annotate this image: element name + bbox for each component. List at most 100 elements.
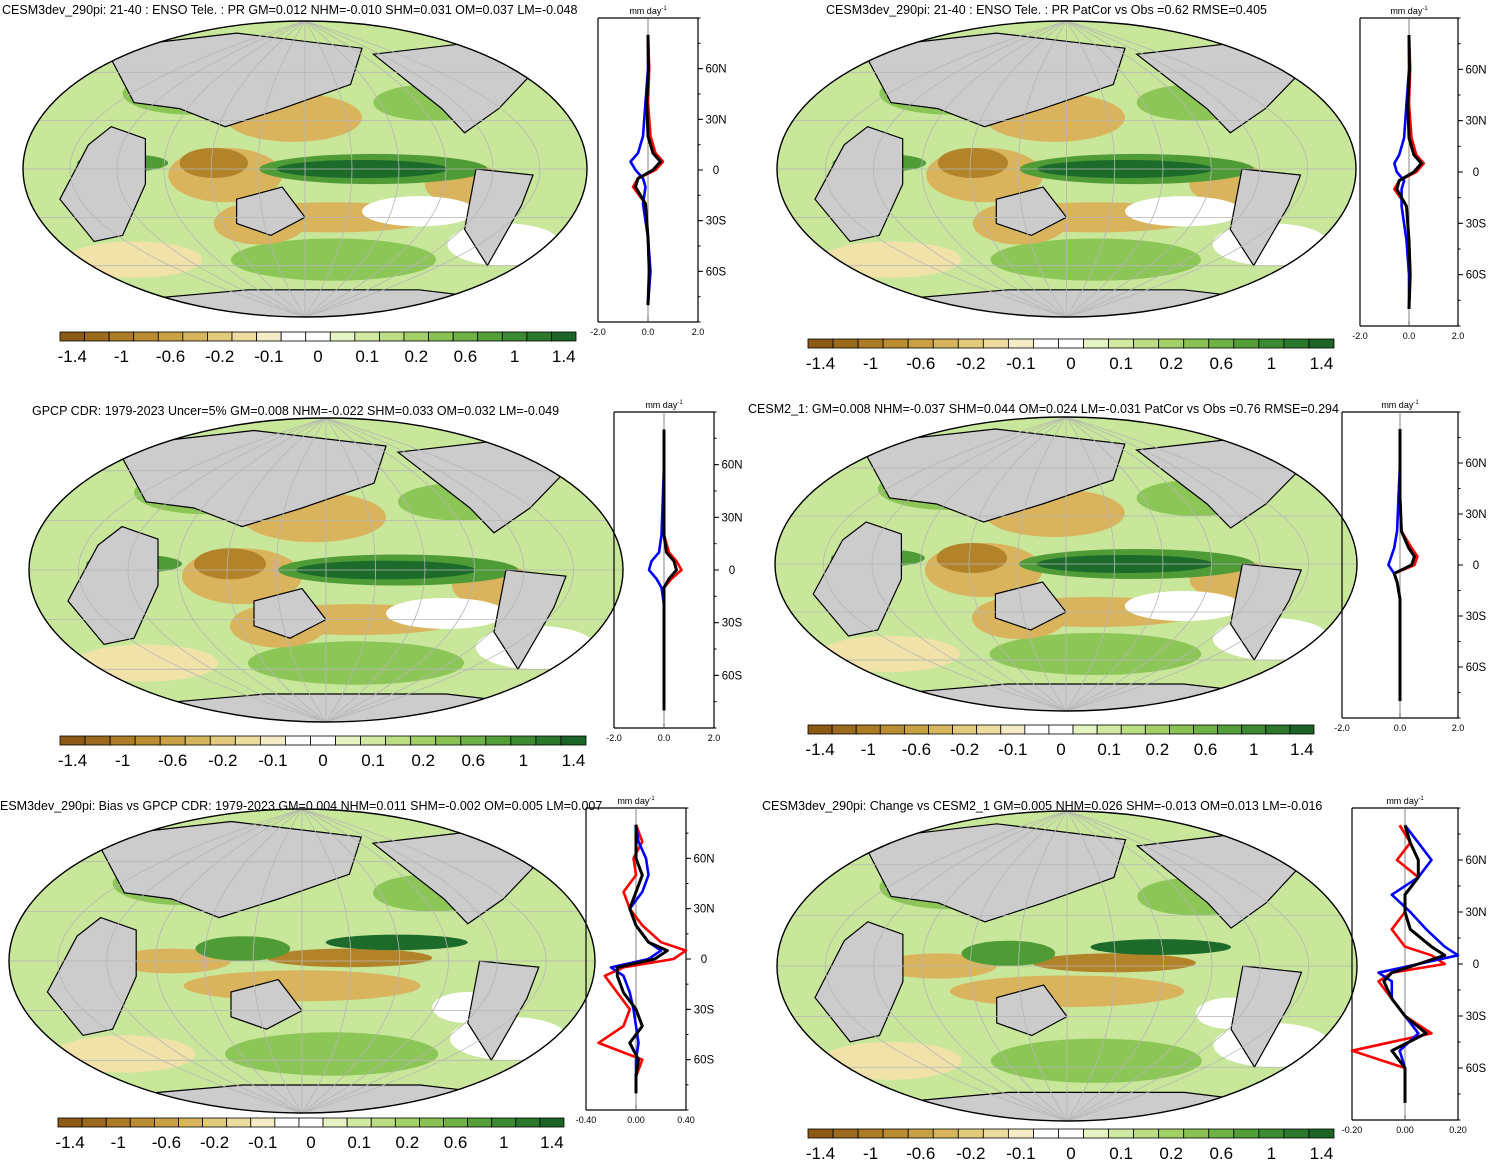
- unit-label: mm day-1: [1390, 6, 1428, 16]
- longitude-line: [325, 418, 475, 722]
- panel-title: CESM2_1: GM=0.008 NHM=-0.037 SHM=0.044 O…: [748, 402, 1339, 416]
- colorbar-swatch: [1183, 1128, 1210, 1139]
- colorbar-label: -0.6: [906, 354, 935, 373]
- anomaly-patch: [225, 1032, 439, 1076]
- map-border: [8, 808, 596, 1114]
- longitude-line: [257, 21, 306, 317]
- longitude-line: [1066, 811, 1164, 1121]
- lat-tick-label: 30N: [1465, 116, 1486, 128]
- australia-land: [230, 978, 303, 1030]
- colorbar-swatch: [178, 1117, 203, 1128]
- colorbar-swatch: [1083, 1128, 1109, 1139]
- colorbar-swatch: [134, 735, 161, 746]
- lat-tick-label: 60N: [1465, 64, 1486, 76]
- colorbar-swatch: [1158, 1128, 1185, 1139]
- colorbar-label: -0.2: [956, 354, 985, 373]
- robinson-map: [776, 20, 1357, 318]
- panel-title: ESM3dev_290pi: Bias vs GPCP CDR: 1979-20…: [0, 799, 603, 813]
- colorbar-label: -0.2: [208, 751, 237, 770]
- map-border: [776, 20, 1357, 318]
- graticule: [29, 418, 623, 722]
- longitude-line: [1065, 417, 1212, 711]
- colorbar-swatch: [485, 735, 512, 746]
- longitude-line: [1066, 811, 1116, 1121]
- colorbar-swatch: [1183, 338, 1210, 349]
- colorbar-swatch: [1258, 1128, 1285, 1139]
- wet-anomaly: [961, 940, 1056, 966]
- colorbar-swatch: [209, 735, 236, 746]
- longitude-line: [1018, 811, 1068, 1121]
- longitude-line: [106, 809, 303, 1113]
- colorbar-swatch: [305, 331, 331, 342]
- africa-land: [812, 521, 902, 637]
- colorbar: -1.4 -1 -0.6 -0.2 -0.1 0 0.1 0.2 0.6 1 1.4: [56, 1117, 565, 1152]
- eurasia-land: [860, 823, 1127, 923]
- colorbar-label: 0.1: [361, 751, 385, 770]
- graticule: [9, 809, 595, 1113]
- colorbar-label: 0.6: [1209, 354, 1233, 373]
- colorbar-swatch: [882, 1128, 909, 1139]
- robinson-map: [22, 20, 588, 318]
- colorbar-label: 1.4: [1310, 354, 1334, 373]
- colorbar-label: -1.4: [806, 1144, 835, 1163]
- colorbar-label: -0.1: [1006, 354, 1035, 373]
- colorbar-swatch: [807, 724, 833, 735]
- colorbar-swatch: [310, 735, 336, 746]
- colorbar-label: 0.6: [1209, 1144, 1233, 1163]
- longitude-line: [304, 21, 353, 317]
- colorbar-swatch: [1033, 1128, 1059, 1139]
- obs-profile-line: [1392, 429, 1419, 701]
- longitude-line: [304, 21, 541, 317]
- colorbar-swatch: [133, 331, 159, 342]
- colorbar-swatch: [467, 1117, 493, 1128]
- map-border: [776, 810, 1358, 1122]
- anomaly-patch: [230, 238, 437, 281]
- colorbar-swatch: [491, 1117, 517, 1128]
- longitude-line: [116, 21, 306, 317]
- eurasia-land: [93, 820, 362, 919]
- colorbar-label: 0.2: [411, 751, 435, 770]
- x-tick-label: 2.0: [1452, 723, 1465, 733]
- colorbar-label: -1: [115, 751, 130, 770]
- colorbar-swatch: [832, 1128, 859, 1139]
- colorbar-swatch: [84, 331, 110, 342]
- colorbar-swatch: [57, 1117, 83, 1128]
- colorbar-swatch: [460, 735, 487, 746]
- x-tick-label: -0.20: [1342, 1125, 1363, 1135]
- longitude-line: [823, 417, 1067, 711]
- colorbar: -1.4 -1 -0.6 -0.2 -0.1 0 0.1 0.2 0.6 1 1.4: [806, 338, 1335, 373]
- longitude-line: [301, 809, 352, 1113]
- anomaly-patch: [65, 241, 203, 278]
- longitude-line: [1017, 21, 1067, 317]
- colorbar-swatch: [1144, 724, 1170, 735]
- lat-tick-label: 0: [1473, 560, 1479, 572]
- colorbar-label: -0.2: [200, 1133, 229, 1152]
- colorbar-swatch: [1108, 1128, 1135, 1139]
- colorbar-label: -0.6: [158, 751, 187, 770]
- lat-tick-label: 30S: [1466, 218, 1487, 230]
- robinson-map: [774, 416, 1358, 712]
- longitude-line: [325, 418, 574, 722]
- unit-label: mm day-1: [645, 400, 683, 410]
- colorbar-swatch: [1083, 338, 1109, 349]
- longitude-line: [1066, 811, 1261, 1121]
- colorbar-swatch: [1024, 724, 1050, 735]
- colorbar-label: -1.4: [806, 740, 835, 759]
- colorbar-swatch: [298, 1117, 324, 1128]
- colorbar-swatch: [153, 1117, 179, 1128]
- colorbar-label: -1: [863, 1144, 878, 1163]
- colorbar-label: 1: [499, 1133, 508, 1152]
- wet-anomaly: [195, 936, 291, 961]
- colorbar-swatch: [105, 1117, 131, 1128]
- colorbar-swatch: [226, 1117, 252, 1128]
- colorbar-label: -0.2: [950, 740, 979, 759]
- colorbar-label: 0: [306, 1133, 315, 1152]
- colorbar-swatch: [952, 724, 978, 735]
- colorbar-label: 0.6: [1194, 740, 1218, 759]
- australia-land: [994, 581, 1067, 631]
- lat-tick-label: 60N: [1465, 458, 1486, 470]
- colorbar-swatch: [394, 1117, 420, 1128]
- colorbar-label: -0.2: [956, 1144, 985, 1163]
- colorbar-label: 0: [1066, 354, 1075, 373]
- colorbar-label: -0.2: [205, 347, 234, 366]
